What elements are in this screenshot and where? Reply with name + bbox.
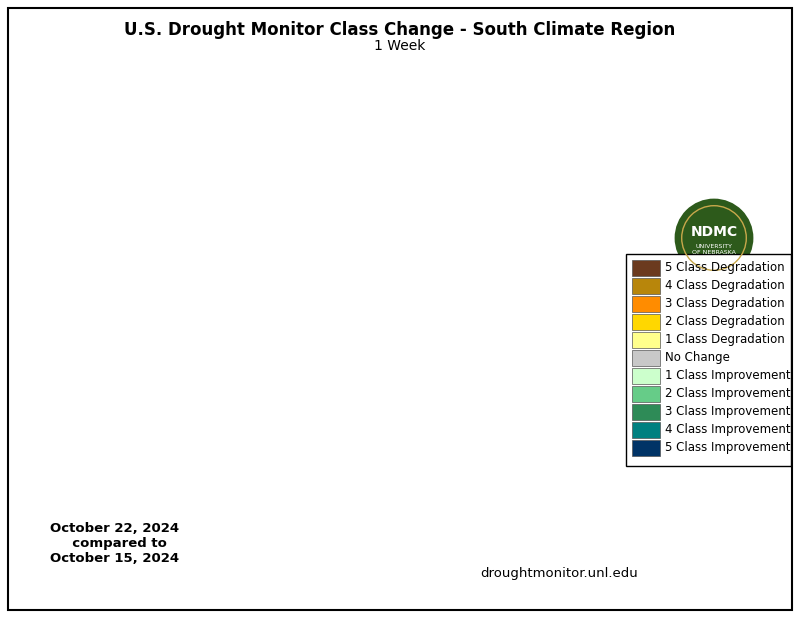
Text: droughtmonitor.unl.edu: droughtmonitor.unl.edu [480, 567, 638, 580]
Text: 5 Class Improvement: 5 Class Improvement [665, 441, 790, 454]
Text: 4 Class Improvement: 4 Class Improvement [665, 423, 790, 436]
FancyBboxPatch shape [632, 278, 660, 294]
Text: 2 Class Improvement: 2 Class Improvement [665, 387, 790, 400]
Text: 1 Week: 1 Week [374, 39, 426, 53]
Text: 1 Class Degradation: 1 Class Degradation [665, 334, 785, 347]
Text: No Change: No Change [665, 352, 730, 365]
Text: NDMC: NDMC [690, 225, 738, 239]
FancyBboxPatch shape [626, 254, 791, 466]
FancyBboxPatch shape [632, 368, 660, 384]
FancyBboxPatch shape [632, 440, 660, 456]
FancyBboxPatch shape [632, 404, 660, 420]
Text: 1 Class Improvement: 1 Class Improvement [665, 370, 790, 383]
FancyBboxPatch shape [632, 296, 660, 312]
Text: 4 Class Degradation: 4 Class Degradation [665, 279, 785, 292]
Circle shape [676, 200, 752, 276]
FancyBboxPatch shape [632, 332, 660, 348]
Text: U.S. Drought Monitor Class Change - South Climate Region: U.S. Drought Monitor Class Change - Sout… [124, 21, 676, 39]
Text: October 22, 2024
  compared to
October 15, 2024: October 22, 2024 compared to October 15,… [50, 522, 179, 564]
FancyBboxPatch shape [632, 386, 660, 402]
Text: 3 Class Improvement: 3 Class Improvement [665, 405, 790, 418]
Text: 3 Class Degradation: 3 Class Degradation [665, 297, 785, 310]
FancyBboxPatch shape [632, 350, 660, 366]
Text: UNIVERSITY: UNIVERSITY [695, 243, 733, 248]
FancyBboxPatch shape [632, 314, 660, 330]
Text: 2 Class Degradation: 2 Class Degradation [665, 316, 785, 329]
FancyBboxPatch shape [632, 422, 660, 438]
FancyBboxPatch shape [632, 260, 660, 276]
Text: OF NEBRASKA: OF NEBRASKA [692, 250, 736, 255]
Text: 5 Class Degradation: 5 Class Degradation [665, 261, 785, 274]
